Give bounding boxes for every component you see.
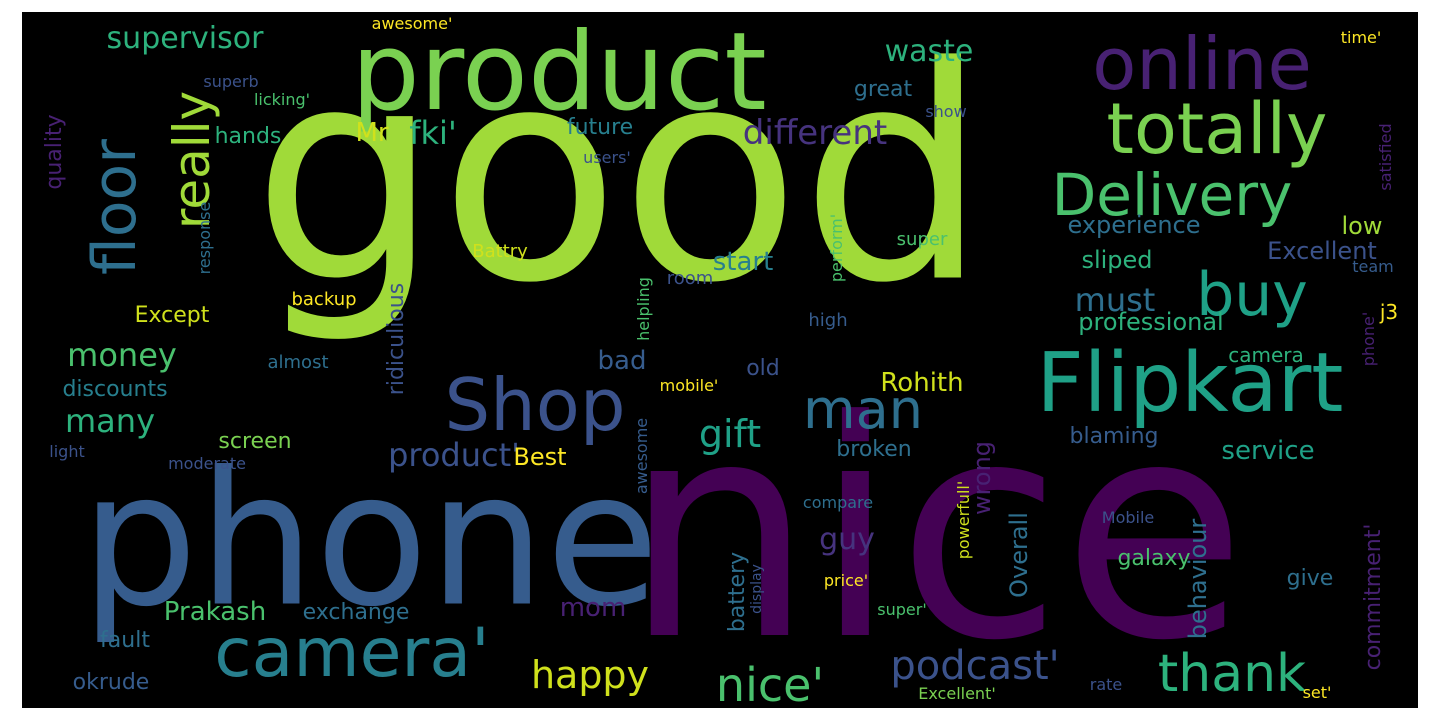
word-excellent: Excellent' xyxy=(918,684,996,703)
word-users: users' xyxy=(583,148,631,167)
word-satisfied: satisfied xyxy=(1376,123,1395,191)
word-great: great xyxy=(853,77,913,102)
word-floor: floor xyxy=(80,139,150,275)
word-moderate: moderate xyxy=(168,454,246,473)
word-super: super xyxy=(896,229,948,250)
word-happy: happy xyxy=(530,653,650,697)
word-wrong: wrong xyxy=(968,440,996,516)
word-perform: perform' xyxy=(827,213,846,283)
word-superb: superb xyxy=(203,72,259,91)
word-mom: mom xyxy=(559,593,627,623)
word-supervisor: supervisor xyxy=(106,21,264,56)
word-display: display xyxy=(749,564,765,614)
word-high: high xyxy=(808,310,848,331)
word-must: must xyxy=(1074,281,1156,319)
word-give: give xyxy=(1286,566,1334,591)
word-exchange: exchange xyxy=(302,600,410,625)
word-professional: professional xyxy=(1078,308,1224,336)
word-show: show xyxy=(925,102,967,121)
word-cloud: good nice phone product Flipkart camera' onlin… xyxy=(22,12,1418,708)
word-shop: Shop xyxy=(444,363,626,447)
word-man: man xyxy=(803,378,923,441)
word-set: set' xyxy=(1302,683,1332,702)
word-overall: Overall xyxy=(1005,512,1033,598)
word-delivery: Delivery xyxy=(1051,161,1293,229)
word-galaxy: galaxy xyxy=(1117,546,1191,571)
word-service: service xyxy=(1221,436,1315,466)
word-online: online xyxy=(1092,22,1312,106)
word-camera: camera' xyxy=(214,614,490,693)
word-behaviour: behaviour xyxy=(1184,518,1212,640)
word-different: different xyxy=(742,113,888,153)
word-flipkart: Flipkart xyxy=(1036,336,1344,431)
word-backup: backup xyxy=(291,289,357,310)
word-screen: screen xyxy=(218,429,292,454)
word-mobile: mobile' xyxy=(659,376,719,395)
word-almost: almost xyxy=(267,352,329,373)
word-j3: j3 xyxy=(1379,300,1399,324)
word-okrude: okrude xyxy=(72,670,150,695)
word-commitment: commitment' xyxy=(1361,523,1386,671)
word-room: room xyxy=(666,268,714,289)
word-experience: experience xyxy=(1067,211,1201,239)
word-thank: thank xyxy=(1157,644,1307,704)
word-fault: fault xyxy=(100,628,150,653)
word-podcast: podcast' xyxy=(890,643,1060,689)
word-nice: nice xyxy=(623,357,1247,706)
word-product: product' xyxy=(388,436,520,474)
word-broken: broken xyxy=(836,437,912,462)
word-discounts: discounts xyxy=(62,377,168,402)
word-blaming: blaming xyxy=(1069,424,1159,449)
word-waste: waste xyxy=(884,34,974,69)
word-phone: phone xyxy=(80,431,660,648)
word-super: super' xyxy=(877,600,927,619)
word-buy: buy xyxy=(1196,260,1308,330)
word-licking: licking' xyxy=(253,90,311,109)
word-prakash: Prakash xyxy=(163,597,267,627)
word-rohith: Rohith xyxy=(880,368,964,398)
word-hands: hands xyxy=(214,124,282,149)
word-old: old xyxy=(746,356,780,381)
word-many: many xyxy=(65,402,155,440)
word-helpling: helpling xyxy=(634,277,653,341)
word-mr: Mr xyxy=(355,118,389,148)
word-awesome: awesome xyxy=(632,417,651,495)
word-battry: Battry xyxy=(472,241,528,262)
word-bad: bad xyxy=(597,346,647,376)
word-product: product xyxy=(351,12,767,135)
word-guy: guy xyxy=(819,522,875,557)
word-camera: camera xyxy=(1228,343,1304,367)
word-fki: fki' xyxy=(409,114,457,152)
word-mobile: Mobile xyxy=(1101,508,1155,527)
word-best: Best xyxy=(513,443,567,471)
word-battery: battery xyxy=(725,551,750,633)
word-compare: compare xyxy=(802,493,874,512)
word-powerfull: powerfull' xyxy=(954,480,973,560)
word-time: time' xyxy=(1340,28,1382,47)
word-rate: rate xyxy=(1089,675,1123,694)
word-light: light xyxy=(49,442,85,461)
word-totally: totally xyxy=(1106,88,1328,170)
word-money: money xyxy=(67,336,177,374)
word-ridiculious: ridiculious xyxy=(384,282,409,396)
word-except: Except xyxy=(134,303,210,328)
word-low: low xyxy=(1341,212,1383,240)
word-sliped: sliped xyxy=(1081,246,1153,274)
word-phone: phone' xyxy=(1359,311,1378,367)
word-response: response xyxy=(195,201,214,275)
word-excellent: Excellent xyxy=(1267,237,1377,265)
word-start: start xyxy=(712,247,774,277)
word-future: future xyxy=(566,115,634,140)
word-nice: nice' xyxy=(715,658,825,708)
word-quality: quality xyxy=(42,114,67,190)
word-price: price' xyxy=(823,571,869,590)
word-team: team xyxy=(1352,257,1394,276)
word-awesome: awesome' xyxy=(371,14,453,33)
word-good: good xyxy=(252,12,988,348)
word-gift: gift xyxy=(698,412,762,456)
